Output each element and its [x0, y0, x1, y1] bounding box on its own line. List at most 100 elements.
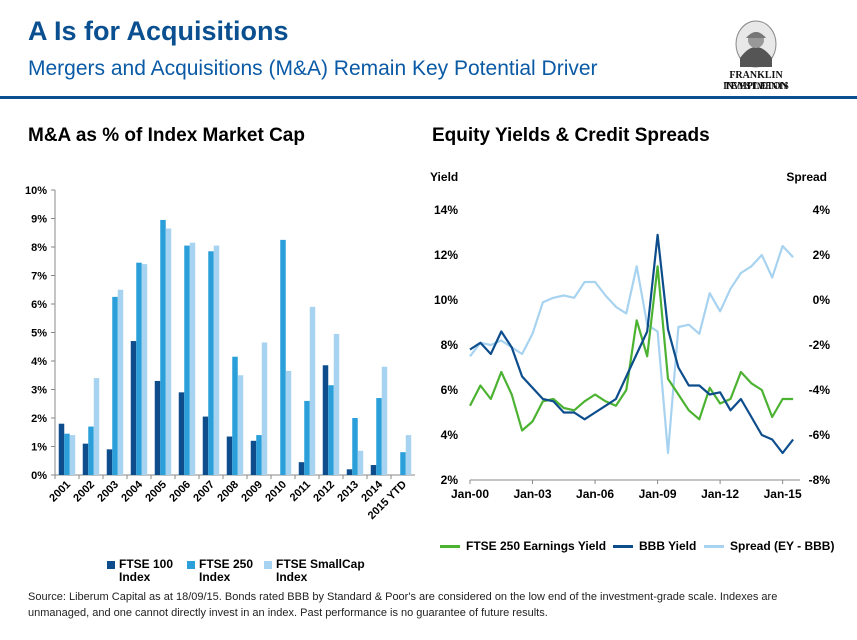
bar — [82, 443, 89, 475]
bar — [141, 264, 148, 475]
bar — [160, 219, 166, 475]
y-tick-label: 10% — [25, 185, 47, 197]
x-tick-label: 2007 — [191, 479, 217, 505]
bar — [112, 296, 118, 475]
left-y-tick-label: 14% — [434, 203, 458, 217]
bar — [352, 418, 358, 475]
legend-label-bbb-yield: BBB Yield — [639, 539, 697, 553]
right-y-tick-label: -4% — [809, 383, 831, 397]
right-axis-label: Spread — [786, 170, 827, 184]
bar — [130, 341, 137, 475]
left-y-tick-label: 8% — [441, 338, 459, 352]
bar — [328, 385, 334, 475]
x-tick-label: 2012 — [311, 479, 337, 505]
bar — [322, 365, 329, 475]
header-divider — [0, 96, 857, 99]
bar-chart-title: M&A as % of Index Market Cap — [28, 125, 305, 146]
line-chart: Yield Spread 2% 4% 6% 8% 10% 12% 14% -8% -6% -4% -2%… — [430, 170, 831, 501]
bar — [213, 245, 220, 475]
x-tick-label: 2006 — [167, 479, 193, 505]
bar — [232, 356, 238, 475]
x-tick-label: 2008 — [215, 479, 241, 505]
bar — [376, 398, 382, 475]
line-chart-title: Equity Yields & Credit Spreads — [432, 125, 710, 146]
bar — [226, 436, 233, 475]
bar — [280, 239, 286, 475]
legend-swatch-smallcap — [264, 561, 272, 569]
line-series — [469, 244, 794, 455]
bar — [93, 378, 100, 475]
legend-label-ftse100: FTSE 100 Index — [119, 557, 174, 584]
bar — [184, 245, 190, 475]
line-series — [469, 233, 794, 455]
left-y-tick-label: 12% — [434, 248, 458, 262]
bar — [304, 400, 310, 475]
right-y-tick-label: 2% — [813, 248, 831, 262]
bar — [117, 289, 124, 475]
legend-swatch-ftse100 — [107, 561, 115, 569]
bar — [309, 306, 316, 475]
legend-swatch-ftse250 — [187, 561, 195, 569]
bar — [357, 450, 364, 475]
bar — [405, 435, 412, 475]
legend-swatch-bbb-yield — [613, 545, 633, 548]
bar — [298, 462, 305, 475]
y-tick-label: 0% — [31, 470, 47, 482]
x-tick-label: 2001 — [47, 479, 73, 505]
right-y-tick-label: -8% — [809, 473, 831, 487]
x-tick-label: Jan-15 — [764, 487, 802, 501]
x-tick-label: 2003 — [95, 479, 121, 505]
legend-label-smallcap: FTSE SmallCap Index — [276, 557, 365, 584]
x-tick-label: 2002 — [71, 479, 97, 505]
y-tick-label: 1% — [31, 442, 47, 454]
bar — [250, 440, 257, 475]
bar — [237, 375, 244, 475]
bar — [64, 433, 70, 475]
y-tick-label: 6% — [31, 299, 47, 311]
x-tick-label: Jan-12 — [701, 487, 739, 501]
bar — [178, 392, 185, 475]
portrait-icon — [735, 20, 777, 68]
bar — [256, 435, 262, 475]
x-tick-label: 2005 — [143, 479, 169, 505]
x-tick-label: 2009 — [239, 479, 265, 505]
left-y-tick-label: 6% — [441, 383, 459, 397]
x-tick-label: 2010 — [263, 479, 289, 505]
franklin-templeton-logo: FRANKLIN TEMPLETON INVESTMENTS — [700, 18, 812, 92]
x-tick-label: Jan-06 — [576, 487, 614, 501]
logo-line-1: FRANKLIN TEMPLETON — [724, 70, 788, 92]
bar — [208, 251, 214, 475]
left-y-tick-label: 2% — [441, 473, 459, 487]
right-y-tick-label: -2% — [809, 338, 831, 352]
y-tick-label: 9% — [31, 214, 47, 226]
right-y-tick-label: 4% — [813, 203, 831, 217]
bar — [400, 452, 406, 475]
legend-label-ftse250: FTSE 250 Index — [199, 557, 254, 584]
bar-chart: 0%1%2%3%4%5%6%7%8%9%10%20012002200320042… — [25, 185, 415, 522]
bar — [58, 423, 65, 475]
y-tick-label: 8% — [31, 242, 47, 254]
bar — [136, 262, 142, 475]
bar — [346, 469, 353, 475]
x-tick-label: 2004 — [119, 478, 145, 504]
line-series — [469, 265, 794, 432]
right-y-tick-label: 0% — [813, 293, 831, 307]
bar — [261, 342, 268, 475]
legend-swatch-spread — [704, 545, 724, 548]
bar — [202, 416, 209, 475]
source-note: Source: Liberum Capital as at 18/09/15. … — [28, 591, 778, 619]
bar — [370, 465, 377, 475]
page-subtitle: Mergers and Acquisitions (M&A) Remain Ke… — [28, 57, 598, 80]
bar — [333, 333, 340, 475]
y-tick-label: 7% — [31, 271, 47, 283]
logo-line-2: INVESTMENTS — [723, 81, 789, 91]
right-y-tick-label: -6% — [809, 428, 831, 442]
y-tick-label: 4% — [31, 356, 47, 368]
y-tick-label: 3% — [31, 385, 47, 397]
left-axis-label: Yield — [430, 170, 458, 184]
bar — [69, 435, 76, 475]
bar — [285, 370, 292, 475]
x-tick-label: Jan-03 — [514, 487, 552, 501]
page-title: A Is for Acquisitions — [28, 16, 289, 46]
bar — [165, 228, 172, 475]
